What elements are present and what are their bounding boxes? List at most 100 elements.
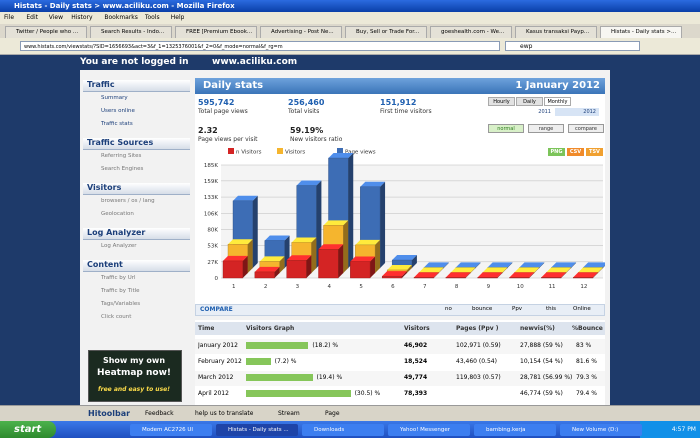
tab[interactable]: Advertising - Post Ne... [260,26,342,38]
compare-bar [195,304,605,316]
bar [509,277,530,279]
bar-top [259,256,285,262]
compare-option[interactable]: no [445,306,452,312]
toolbar-item[interactable]: help us to translate [195,410,254,417]
bar-side [406,264,412,273]
bar-side [438,267,444,273]
sidebar-heading: Traffic Sources [83,138,190,150]
bar [381,275,403,279]
compare-option[interactable]: Online [573,306,591,312]
task-button[interactable]: Modem AC2726 UI [130,424,212,436]
legend-label: Page views [345,150,376,156]
panel-title: Daily stats [203,80,264,91]
task-button[interactable]: New Volume (D:) [560,424,642,436]
bar [541,277,562,279]
sidebar-link[interactable]: Click count [101,314,132,320]
x-tick-label: 10 [517,284,524,290]
tab[interactable]: Histats - Daily stats >... [600,26,682,38]
toolbar-item[interactable]: Feedback [145,410,174,417]
pages-cell: 119,803 (0.57) [456,374,501,381]
x-tick-label: 6 [391,284,395,290]
bar-top [551,262,577,268]
legend-label: n Visitors [236,150,262,156]
bar-side [529,272,535,278]
sidebar-link[interactable]: Search Engines [101,166,144,172]
sidebar-link[interactable]: browsers / os / lang [101,198,155,204]
bar-side [602,265,605,268]
compare-label[interactable]: COMPARE [200,306,233,313]
period-tab[interactable]: Daily [516,97,543,106]
task-button[interactable]: bambing.kerja [474,424,556,436]
tab[interactable]: goeshealth.com - We... [430,26,512,38]
menu-item[interactable]: View [48,14,64,21]
bar-top [296,180,322,186]
export-button[interactable]: TSV [586,148,603,156]
share-bar [246,342,309,349]
toolbar-item[interactable]: Page [325,410,340,417]
menu-item[interactable]: Edit [26,14,39,21]
bar-side [592,272,598,278]
search-box[interactable]: ewp [505,41,640,51]
menu-item[interactable]: Bookmarks [104,14,138,21]
sidebar-link[interactable]: Traffic by Title [101,288,140,294]
bar-top [450,267,476,273]
mode-button[interactable]: range [528,124,564,133]
year[interactable]: 2012 [555,108,599,116]
compare-option[interactable]: Ppv [512,306,523,312]
table-header [195,322,605,335]
bar-top [328,153,354,159]
menu-item[interactable]: Help [170,14,185,21]
sidebar-link[interactable]: Traffic by Url [101,275,136,281]
bar-top [573,272,598,278]
mode-button[interactable]: compare [568,124,604,133]
bar-side [348,153,354,268]
tab[interactable]: Buy, Sell or Trade For... [345,26,427,38]
period-tab[interactable]: Hourly [488,97,515,106]
toolbar-brand[interactable]: Hitoolbar [88,409,131,418]
stat-value: 595,742 [198,98,235,107]
task-button[interactable]: Downloads [302,424,384,436]
sidebar-link[interactable]: Traffic stats [101,121,133,127]
sidebar-link[interactable]: Geolocation [101,211,134,217]
sidebar-heading: Log Analyzer [83,228,190,240]
tab[interactable]: Kasus transaksi Payp... [515,26,597,38]
bar-side [343,220,349,273]
bar-side [311,237,317,273]
sidebar-link[interactable]: Log Analyzer [101,243,137,249]
address-bar[interactable]: www.histats.com/viewstats/?SID=1656693&a… [20,41,500,51]
menu-item[interactable]: History [71,14,93,21]
menu-item[interactable]: Tools [144,14,160,21]
x-tick-label: 8 [455,284,459,290]
legend-swatch [228,148,234,154]
ad-box[interactable] [88,350,182,402]
tab[interactable]: Twitter / People who ... [5,26,87,38]
x-tick-label: 11 [549,284,556,290]
bar-top [228,239,253,245]
compare-option[interactable]: bounce [472,306,493,312]
mode-button[interactable]: normal [488,124,524,133]
bar-top [583,262,605,268]
tab[interactable]: FREE [Premium Ebook... [175,26,257,38]
year[interactable]: 2011 [510,108,554,116]
period-tab[interactable]: Monthly [544,97,571,106]
ad-line: Show my own [102,356,166,365]
menu-item[interactable]: File [4,14,15,21]
sidebar-link[interactable]: Referring Sites [101,153,142,159]
bar-top [233,195,258,201]
sidebar-heading: Visitors [83,183,190,195]
export-button[interactable]: CSV [567,148,584,156]
export-button[interactable]: PNG [548,148,565,156]
task-button[interactable]: Yahoo! Messenger [388,424,470,436]
sidebar-link[interactable]: Users online [101,108,135,114]
share-label: (7.2) % [274,358,297,365]
y-tick-label: 185K [204,163,218,169]
visitors-cell: 78,393 [404,390,428,397]
sidebar-link[interactable]: Summary [101,95,128,101]
start-button[interactable]: start [0,421,56,438]
task-button[interactable]: Histats - Daily stats ... [216,424,298,436]
tab[interactable]: Search Results - Indo... [90,26,172,38]
toolbar-item[interactable]: Stream [278,410,300,417]
y-tick-label: 159K [204,179,218,185]
sidebar-link[interactable]: Tags/Variables [101,301,141,307]
compare-option[interactable]: this [546,306,557,312]
